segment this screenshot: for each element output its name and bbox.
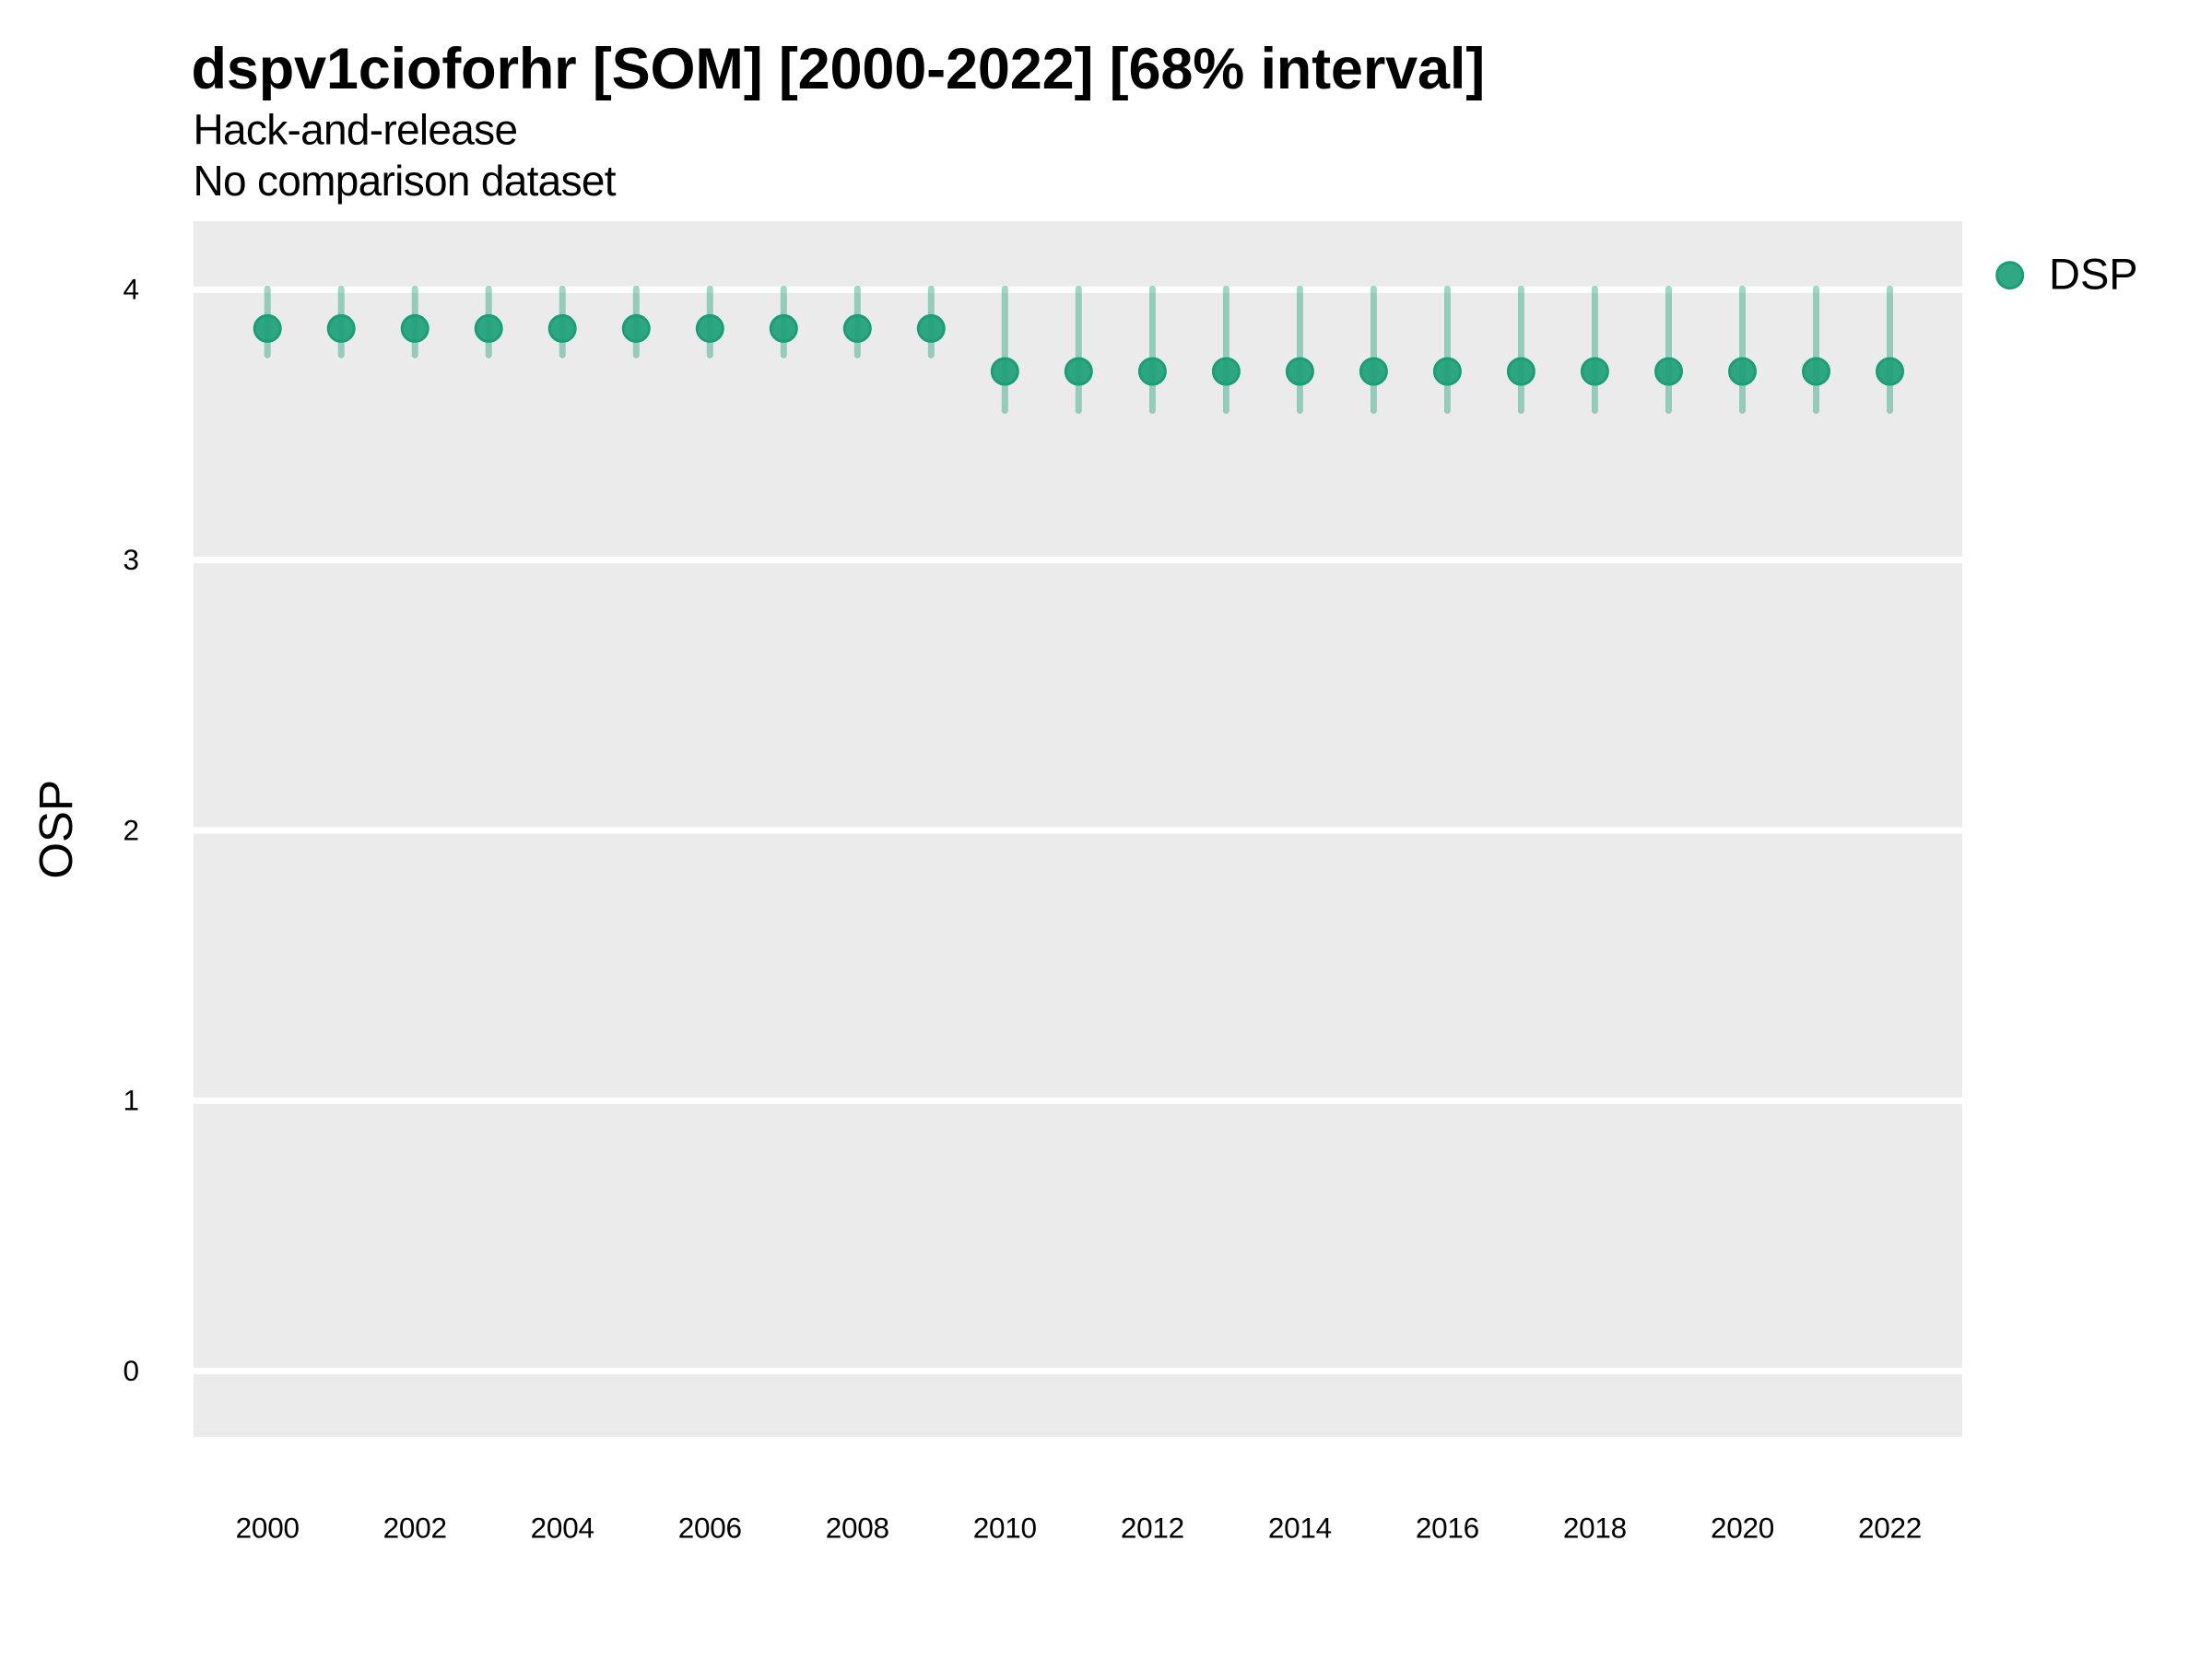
svg-text:2002: 2002 bbox=[383, 1512, 447, 1545]
svg-text:dspv1cioforhr [SOM] [2000-2022: dspv1cioforhr [SOM] [2000-2022] [68% int… bbox=[192, 37, 1486, 101]
svg-text:2016: 2016 bbox=[1416, 1512, 1479, 1545]
svg-text:0: 0 bbox=[123, 1354, 139, 1387]
svg-text:2012: 2012 bbox=[1121, 1512, 1184, 1545]
svg-text:4: 4 bbox=[123, 273, 139, 306]
svg-text:No comparison dataset: No comparison dataset bbox=[194, 157, 617, 205]
svg-text:2008: 2008 bbox=[826, 1512, 889, 1545]
svg-text:2004: 2004 bbox=[531, 1512, 594, 1545]
svg-text:2006: 2006 bbox=[678, 1512, 742, 1545]
svg-text:DSP: DSP bbox=[2049, 250, 2138, 299]
svg-text:2000: 2000 bbox=[236, 1512, 300, 1545]
svg-text:1: 1 bbox=[123, 1084, 139, 1117]
svg-text:OSP: OSP bbox=[29, 780, 82, 879]
svg-text:2022: 2022 bbox=[1858, 1512, 1922, 1545]
svg-text:Hack-and-release: Hack-and-release bbox=[194, 105, 518, 153]
svg-text:2018: 2018 bbox=[1563, 1512, 1627, 1545]
svg-text:2010: 2010 bbox=[973, 1512, 1037, 1545]
svg-text:3: 3 bbox=[123, 543, 139, 576]
svg-text:2014: 2014 bbox=[1268, 1512, 1332, 1545]
svg-text:2: 2 bbox=[123, 813, 139, 846]
svg-text:2020: 2020 bbox=[1711, 1512, 1774, 1545]
